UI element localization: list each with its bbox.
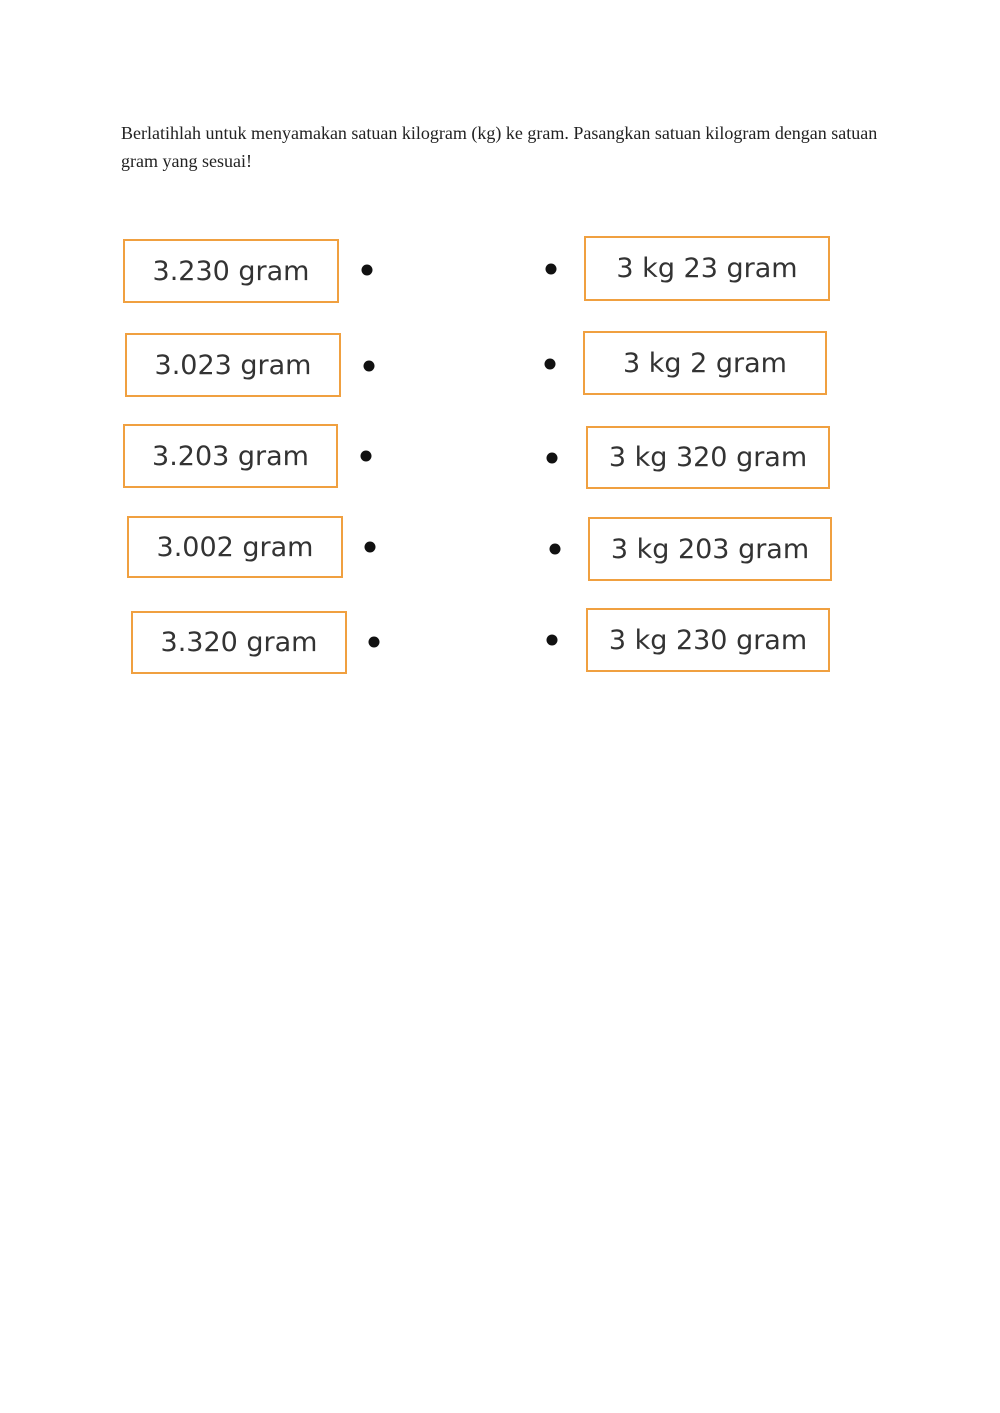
left-item-label: 3.230 gram <box>152 255 310 287</box>
right-item-box: 3 kg 203 gram <box>588 517 832 581</box>
right-item-box: 3 kg 320 gram <box>586 426 830 489</box>
left-connector-dot[interactable] <box>364 541 376 553</box>
left-connector-dot[interactable] <box>361 264 373 276</box>
left-item-box: 3.320 gram <box>131 611 347 674</box>
right-connector-dot[interactable] <box>545 263 557 275</box>
right-item-box: 3 kg 230 gram <box>586 608 830 672</box>
right-item-label: 3 kg 23 gram <box>616 253 798 284</box>
right-item-label: 3 kg 2 gram <box>623 347 787 379</box>
left-item-label: 3.203 gram <box>152 440 309 472</box>
right-item-label: 3 kg 320 gram <box>608 442 808 473</box>
right-connector-dot[interactable] <box>544 358 556 370</box>
left-item-box: 3.230 gram <box>123 239 339 303</box>
left-item-box: 3.002 gram <box>127 516 343 578</box>
left-connector-dot[interactable] <box>360 450 372 462</box>
left-connector-dot[interactable] <box>368 636 380 648</box>
right-item-box: 3 kg 2 gram <box>583 331 827 395</box>
left-item-box: 3.023 gram <box>125 333 341 397</box>
left-connector-dot[interactable] <box>363 360 375 372</box>
left-item-label: 3.320 gram <box>160 627 318 658</box>
right-connector-dot[interactable] <box>546 634 558 646</box>
right-item-label: 3 kg 203 gram <box>610 533 810 565</box>
right-item-box: 3 kg 23 gram <box>584 236 830 301</box>
left-item-box: 3.203 gram <box>123 424 338 488</box>
instruction-text: Berlatihlah untuk menyamakan satuan kilo… <box>121 123 878 171</box>
left-item-label: 3.023 gram <box>154 349 312 381</box>
right-connector-dot[interactable] <box>546 452 558 464</box>
left-item-label: 3.002 gram <box>156 531 314 563</box>
right-item-label: 3 kg 230 gram <box>608 624 808 656</box>
right-connector-dot[interactable] <box>549 543 561 555</box>
